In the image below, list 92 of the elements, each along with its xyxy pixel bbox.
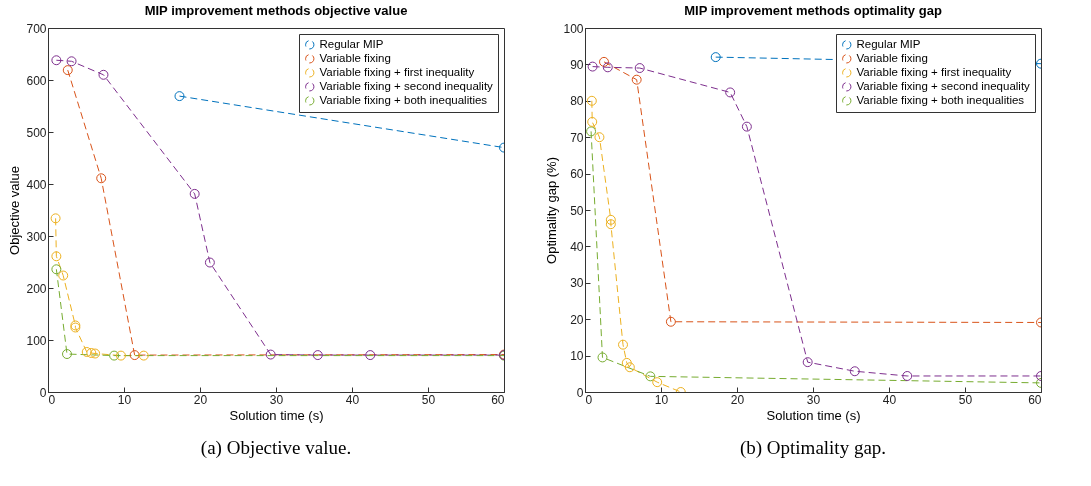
point xyxy=(365,350,376,361)
legend-label: Variable fixing xyxy=(319,51,391,64)
point xyxy=(594,132,605,143)
y-tick-label: 700 xyxy=(26,21,47,36)
x-tick-label: 60 xyxy=(491,392,505,407)
point xyxy=(634,63,645,73)
point xyxy=(109,350,120,361)
x-tick-label: 10 xyxy=(117,392,132,407)
point xyxy=(86,348,97,358)
point xyxy=(652,377,663,388)
point xyxy=(605,214,616,225)
point xyxy=(618,339,628,350)
point xyxy=(50,213,61,224)
point xyxy=(902,371,913,381)
x-tick-label: 10 xyxy=(654,392,669,407)
y-tick-label: 100 xyxy=(563,21,584,36)
chart-title: MIP improvement methods optimality gap xyxy=(684,3,942,18)
point xyxy=(587,61,598,72)
x-tick-label: 60 xyxy=(1028,392,1042,407)
point xyxy=(138,350,149,361)
text: (a) Objective value. xyxy=(200,437,352,459)
y-axis-title: Objective value xyxy=(7,166,23,255)
y-tick-label: 300 xyxy=(26,229,47,244)
point xyxy=(849,366,860,377)
chart-title: MIP improvement methods objective value xyxy=(144,3,408,18)
legend-label: Variable fixing + both inequalities xyxy=(856,93,1025,106)
y-tick-label: 30 xyxy=(570,276,584,291)
point xyxy=(62,65,73,76)
y-tick-label: 60 xyxy=(570,167,584,182)
x-tick-label: 30 xyxy=(806,392,821,407)
point xyxy=(587,116,598,127)
point xyxy=(586,95,597,106)
point xyxy=(51,264,62,275)
x-tick-label: 40 xyxy=(345,392,360,407)
point xyxy=(599,56,609,67)
y-tick-label: 400 xyxy=(26,177,47,192)
point xyxy=(96,173,107,184)
x-tick-label: 20 xyxy=(193,392,208,407)
point xyxy=(51,251,62,262)
point xyxy=(129,350,140,361)
legend-label: Variable fixing + both inequalities xyxy=(319,93,488,106)
point xyxy=(665,316,676,327)
x-tick-label: 50 xyxy=(421,392,436,407)
legend-label: Variable fixing + second inequality xyxy=(856,79,1031,92)
y-axis-title: Optimality gap (%) xyxy=(544,157,560,264)
point xyxy=(597,352,608,363)
y-tick-label: 20 xyxy=(570,312,584,327)
x-tick-label: 40 xyxy=(882,392,897,407)
y-tick-label: 100 xyxy=(26,333,47,348)
y-tick-label: 50 xyxy=(570,203,584,218)
y-tick-label: 600 xyxy=(26,73,47,88)
x-axis-title: Solution time (s) xyxy=(766,407,861,423)
x-tick-label: 30 xyxy=(269,392,284,407)
point xyxy=(605,219,616,230)
y-tick-label: 500 xyxy=(26,125,47,140)
x-axis-title: Solution time (s) xyxy=(229,407,324,423)
point xyxy=(115,350,126,361)
point xyxy=(741,121,752,132)
point xyxy=(586,126,597,137)
point xyxy=(90,348,101,359)
y-tick-label: 10 xyxy=(570,349,584,364)
point xyxy=(624,362,635,373)
point xyxy=(81,347,92,357)
point xyxy=(62,349,72,359)
legend-label: Variable fixing + first inequality xyxy=(856,65,1012,78)
x-tick-label: 20 xyxy=(730,392,745,407)
text: (b) Optimality gap. xyxy=(739,437,887,459)
point xyxy=(802,357,813,368)
legend-label: Regular MIP xyxy=(856,37,921,50)
legend-label: Regular MIP xyxy=(319,37,384,50)
point xyxy=(631,74,642,85)
point xyxy=(66,56,77,67)
point xyxy=(58,270,69,281)
legend-label: Variable fixing xyxy=(856,51,928,64)
y-tick-label: 70 xyxy=(570,130,584,145)
point xyxy=(312,350,323,361)
point xyxy=(645,371,656,382)
legend-label: Variable fixing + second inequality xyxy=(319,79,494,92)
x-tick-label: 50 xyxy=(958,392,973,407)
point xyxy=(51,55,62,66)
point xyxy=(725,87,736,98)
point xyxy=(602,62,613,73)
point xyxy=(204,257,215,268)
y-tick-label: 80 xyxy=(570,94,584,109)
y-tick-label: 40 xyxy=(570,239,584,254)
point xyxy=(265,349,276,360)
point xyxy=(189,188,200,199)
point xyxy=(98,69,109,80)
y-tick-label: 90 xyxy=(570,57,584,72)
y-tick-label: 200 xyxy=(26,281,47,296)
point xyxy=(621,357,632,368)
legend-label: Variable fixing + first inequality xyxy=(319,65,475,78)
